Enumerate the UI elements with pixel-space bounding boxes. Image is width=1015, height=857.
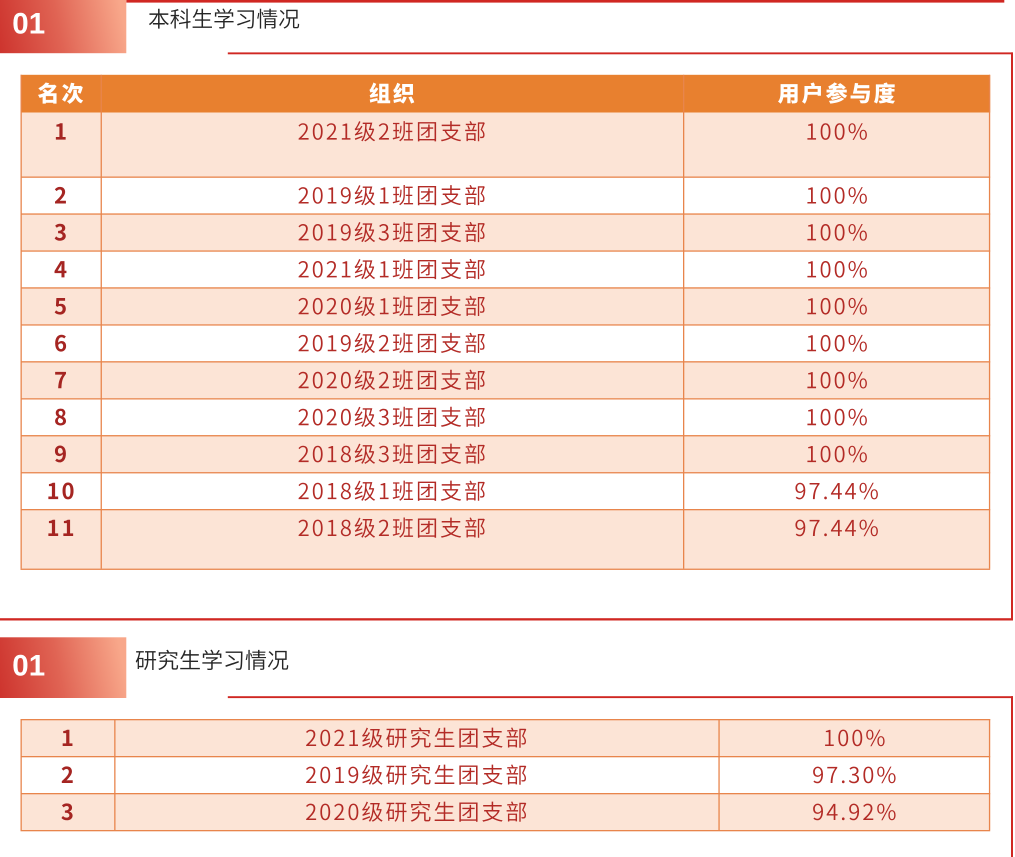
svg-text:01: 01	[12, 650, 45, 683]
svg-text:01: 01	[12, 8, 45, 41]
